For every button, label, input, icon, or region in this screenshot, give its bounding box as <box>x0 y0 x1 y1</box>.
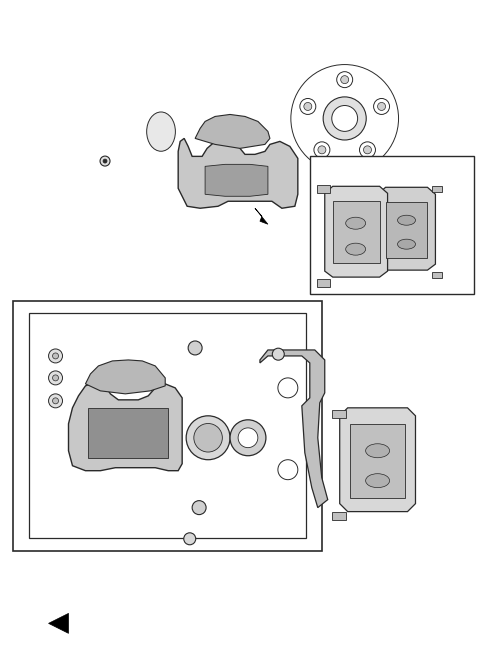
Bar <box>12 301 322 550</box>
Text: 51712: 51712 <box>286 60 314 69</box>
Circle shape <box>48 371 62 385</box>
Circle shape <box>363 146 372 154</box>
Text: 58125: 58125 <box>19 350 47 358</box>
Circle shape <box>194 424 222 452</box>
Circle shape <box>278 460 298 480</box>
Text: 58151B: 58151B <box>31 174 65 183</box>
Text: 1220FS: 1220FS <box>268 220 301 229</box>
Polygon shape <box>138 94 192 161</box>
Text: 58114A: 58114A <box>155 473 190 482</box>
Bar <box>333 201 380 263</box>
Text: 58144B: 58144B <box>278 329 312 338</box>
Text: 58163B: 58163B <box>52 329 87 338</box>
Circle shape <box>332 106 358 131</box>
Text: 58110
58130: 58110 58130 <box>126 201 155 221</box>
Bar <box>88 408 168 458</box>
Circle shape <box>224 168 231 176</box>
Text: 58180
58181: 58180 58181 <box>102 308 131 328</box>
Circle shape <box>226 171 229 174</box>
Ellipse shape <box>346 217 366 229</box>
Text: 58112: 58112 <box>120 440 149 448</box>
Polygon shape <box>255 208 268 224</box>
Circle shape <box>360 142 375 158</box>
Text: 58314: 58314 <box>19 394 47 402</box>
Text: 58162B: 58162B <box>165 337 200 346</box>
Circle shape <box>237 10 452 226</box>
Circle shape <box>318 146 326 154</box>
Polygon shape <box>432 186 443 192</box>
Text: 58125F: 58125F <box>19 371 52 380</box>
Polygon shape <box>432 272 443 278</box>
Ellipse shape <box>233 22 247 215</box>
Bar <box>385 202 428 258</box>
Circle shape <box>186 416 230 460</box>
Circle shape <box>291 64 398 173</box>
Text: 58144B: 58144B <box>316 277 350 287</box>
Polygon shape <box>325 186 387 277</box>
Circle shape <box>238 428 258 447</box>
Polygon shape <box>340 408 416 512</box>
Polygon shape <box>260 350 328 508</box>
Ellipse shape <box>366 474 390 487</box>
Bar <box>310 156 474 294</box>
Polygon shape <box>195 114 270 148</box>
Text: 58131: 58131 <box>395 350 423 358</box>
Text: 58101B: 58101B <box>348 197 383 206</box>
Circle shape <box>52 398 59 404</box>
Circle shape <box>373 98 390 114</box>
Text: 58144B: 58144B <box>278 483 312 492</box>
Circle shape <box>278 378 298 398</box>
Ellipse shape <box>366 443 390 458</box>
Circle shape <box>341 75 348 83</box>
Circle shape <box>52 353 59 359</box>
Text: 58144B: 58144B <box>393 287 427 297</box>
Ellipse shape <box>147 112 175 152</box>
Text: 58131: 58131 <box>395 463 423 472</box>
Polygon shape <box>48 613 69 633</box>
Circle shape <box>323 97 366 140</box>
Polygon shape <box>332 410 346 418</box>
Text: 58144B: 58144B <box>395 220 429 229</box>
Ellipse shape <box>346 243 366 255</box>
Text: 58164B: 58164B <box>222 329 257 338</box>
Circle shape <box>52 375 59 381</box>
Circle shape <box>300 98 316 114</box>
Polygon shape <box>317 185 330 194</box>
Polygon shape <box>112 62 252 228</box>
Polygon shape <box>332 512 346 520</box>
Text: 58144B: 58144B <box>318 214 352 223</box>
Polygon shape <box>205 165 268 196</box>
Circle shape <box>378 102 385 110</box>
Ellipse shape <box>397 215 416 225</box>
Text: 58164B: 58164B <box>138 529 173 538</box>
Bar <box>350 424 405 498</box>
Circle shape <box>192 501 206 514</box>
Polygon shape <box>85 360 165 394</box>
Circle shape <box>278 52 411 185</box>
Circle shape <box>188 341 202 355</box>
Circle shape <box>184 533 196 544</box>
Circle shape <box>243 16 446 220</box>
Bar <box>29 313 306 537</box>
Text: 1360G: 1360G <box>43 156 72 165</box>
Circle shape <box>304 102 312 110</box>
Polygon shape <box>69 382 182 471</box>
Circle shape <box>314 142 330 158</box>
Circle shape <box>48 349 62 363</box>
Polygon shape <box>378 188 435 270</box>
Text: 51755
51756: 51755 51756 <box>224 39 253 58</box>
Polygon shape <box>178 138 298 208</box>
Circle shape <box>312 197 321 205</box>
Circle shape <box>336 72 353 88</box>
Text: FR.: FR. <box>16 619 30 628</box>
Circle shape <box>272 348 284 360</box>
Text: 58113: 58113 <box>130 456 159 465</box>
Ellipse shape <box>397 239 416 249</box>
Circle shape <box>100 156 110 166</box>
Text: 1129ED
1140FZ: 1129ED 1140FZ <box>148 147 184 166</box>
Circle shape <box>230 420 266 456</box>
Polygon shape <box>317 279 330 287</box>
Circle shape <box>103 159 107 163</box>
Circle shape <box>48 394 62 408</box>
